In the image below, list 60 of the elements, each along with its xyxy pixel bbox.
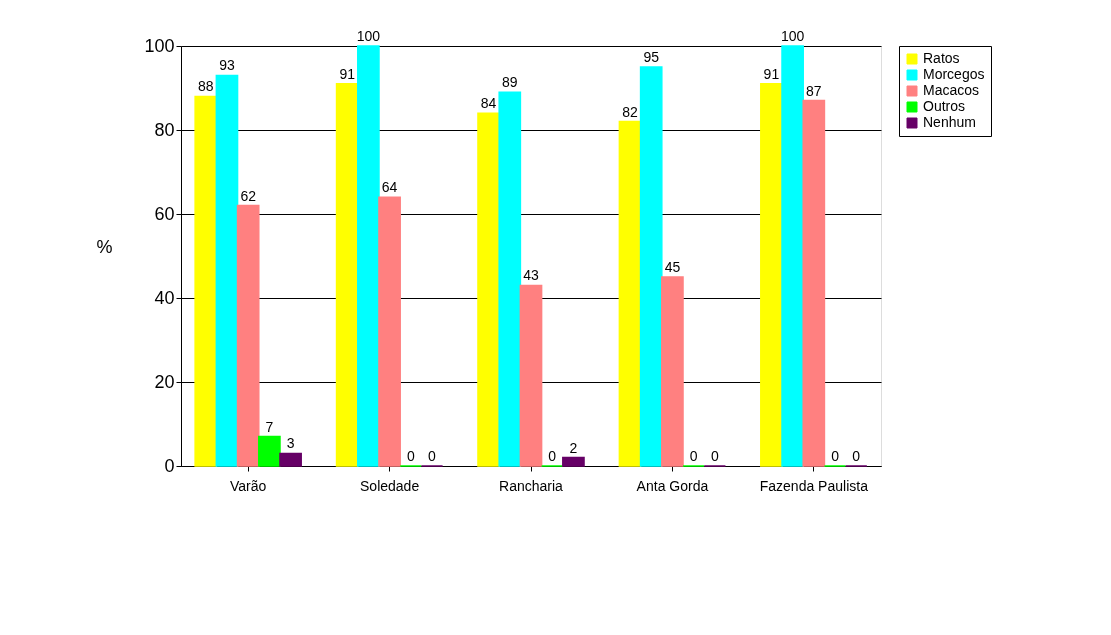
- bar: [781, 45, 804, 467]
- bar: [639, 66, 663, 467]
- bar: [661, 276, 684, 467]
- y-tick-label: 60: [154, 203, 175, 224]
- bar: [477, 112, 500, 467]
- bar: [258, 435, 281, 467]
- data-label: 100: [780, 28, 805, 44]
- data-label: 91: [763, 65, 780, 82]
- data-label: 2: [569, 439, 578, 456]
- bar: [519, 284, 543, 467]
- bar: [357, 45, 380, 467]
- data-label: 87: [806, 82, 822, 99]
- data-label: 84: [480, 95, 497, 112]
- data-label: 82: [622, 103, 638, 120]
- legend-label: Nenhum: [923, 114, 976, 130]
- data-label: 91: [339, 65, 356, 82]
- legend-label: Outros: [923, 98, 966, 114]
- data-label: 64: [381, 179, 398, 196]
- bar: [215, 74, 239, 467]
- bar: [378, 196, 401, 467]
- y-tick-label: 20: [154, 371, 175, 392]
- data-label: 62: [240, 187, 257, 204]
- x-tick-label: Anta Gorda: [636, 477, 709, 494]
- bar: [618, 120, 642, 467]
- data-label: 0: [710, 448, 719, 464]
- data-label: 0: [852, 448, 861, 464]
- data-label: 100: [356, 28, 381, 44]
- y-tick-label: 100: [144, 35, 175, 56]
- legend-label: Morcegos: [923, 66, 985, 82]
- bar: [279, 452, 302, 467]
- legend-label: Macacos: [923, 82, 980, 98]
- data-label: 95: [643, 49, 660, 65]
- bar: [498, 91, 522, 467]
- data-label: 0: [548, 448, 557, 464]
- y-axis-title: %: [96, 236, 113, 257]
- data-label: 0: [689, 448, 698, 464]
- x-tick-label: Varão: [230, 477, 267, 494]
- bar: [760, 83, 783, 467]
- data-label: 7: [265, 418, 274, 435]
- data-label: 89: [502, 74, 518, 91]
- bar: [562, 456, 585, 467]
- y-tick-label: 0: [164, 455, 175, 476]
- data-label: 0: [406, 448, 415, 464]
- bar: [194, 95, 218, 467]
- data-label: 88: [197, 78, 214, 95]
- bar: [802, 99, 826, 467]
- x-tick-label: Fazenda Paulista: [759, 477, 869, 494]
- bar: [236, 204, 260, 467]
- y-tick-label: 80: [154, 119, 175, 140]
- x-tick-label: Rancharia: [499, 477, 564, 494]
- data-label: 93: [219, 57, 235, 74]
- data-label: 3: [286, 435, 295, 452]
- data-label: 43: [523, 267, 539, 284]
- data-label: 0: [428, 448, 437, 464]
- data-label: 0: [831, 448, 840, 464]
- y-tick-label: 40: [154, 287, 175, 308]
- x-tick-label: Soledade: [360, 477, 420, 494]
- bar: [335, 83, 359, 467]
- legend-label: Ratos: [923, 50, 960, 66]
- data-label: 45: [664, 259, 681, 275]
